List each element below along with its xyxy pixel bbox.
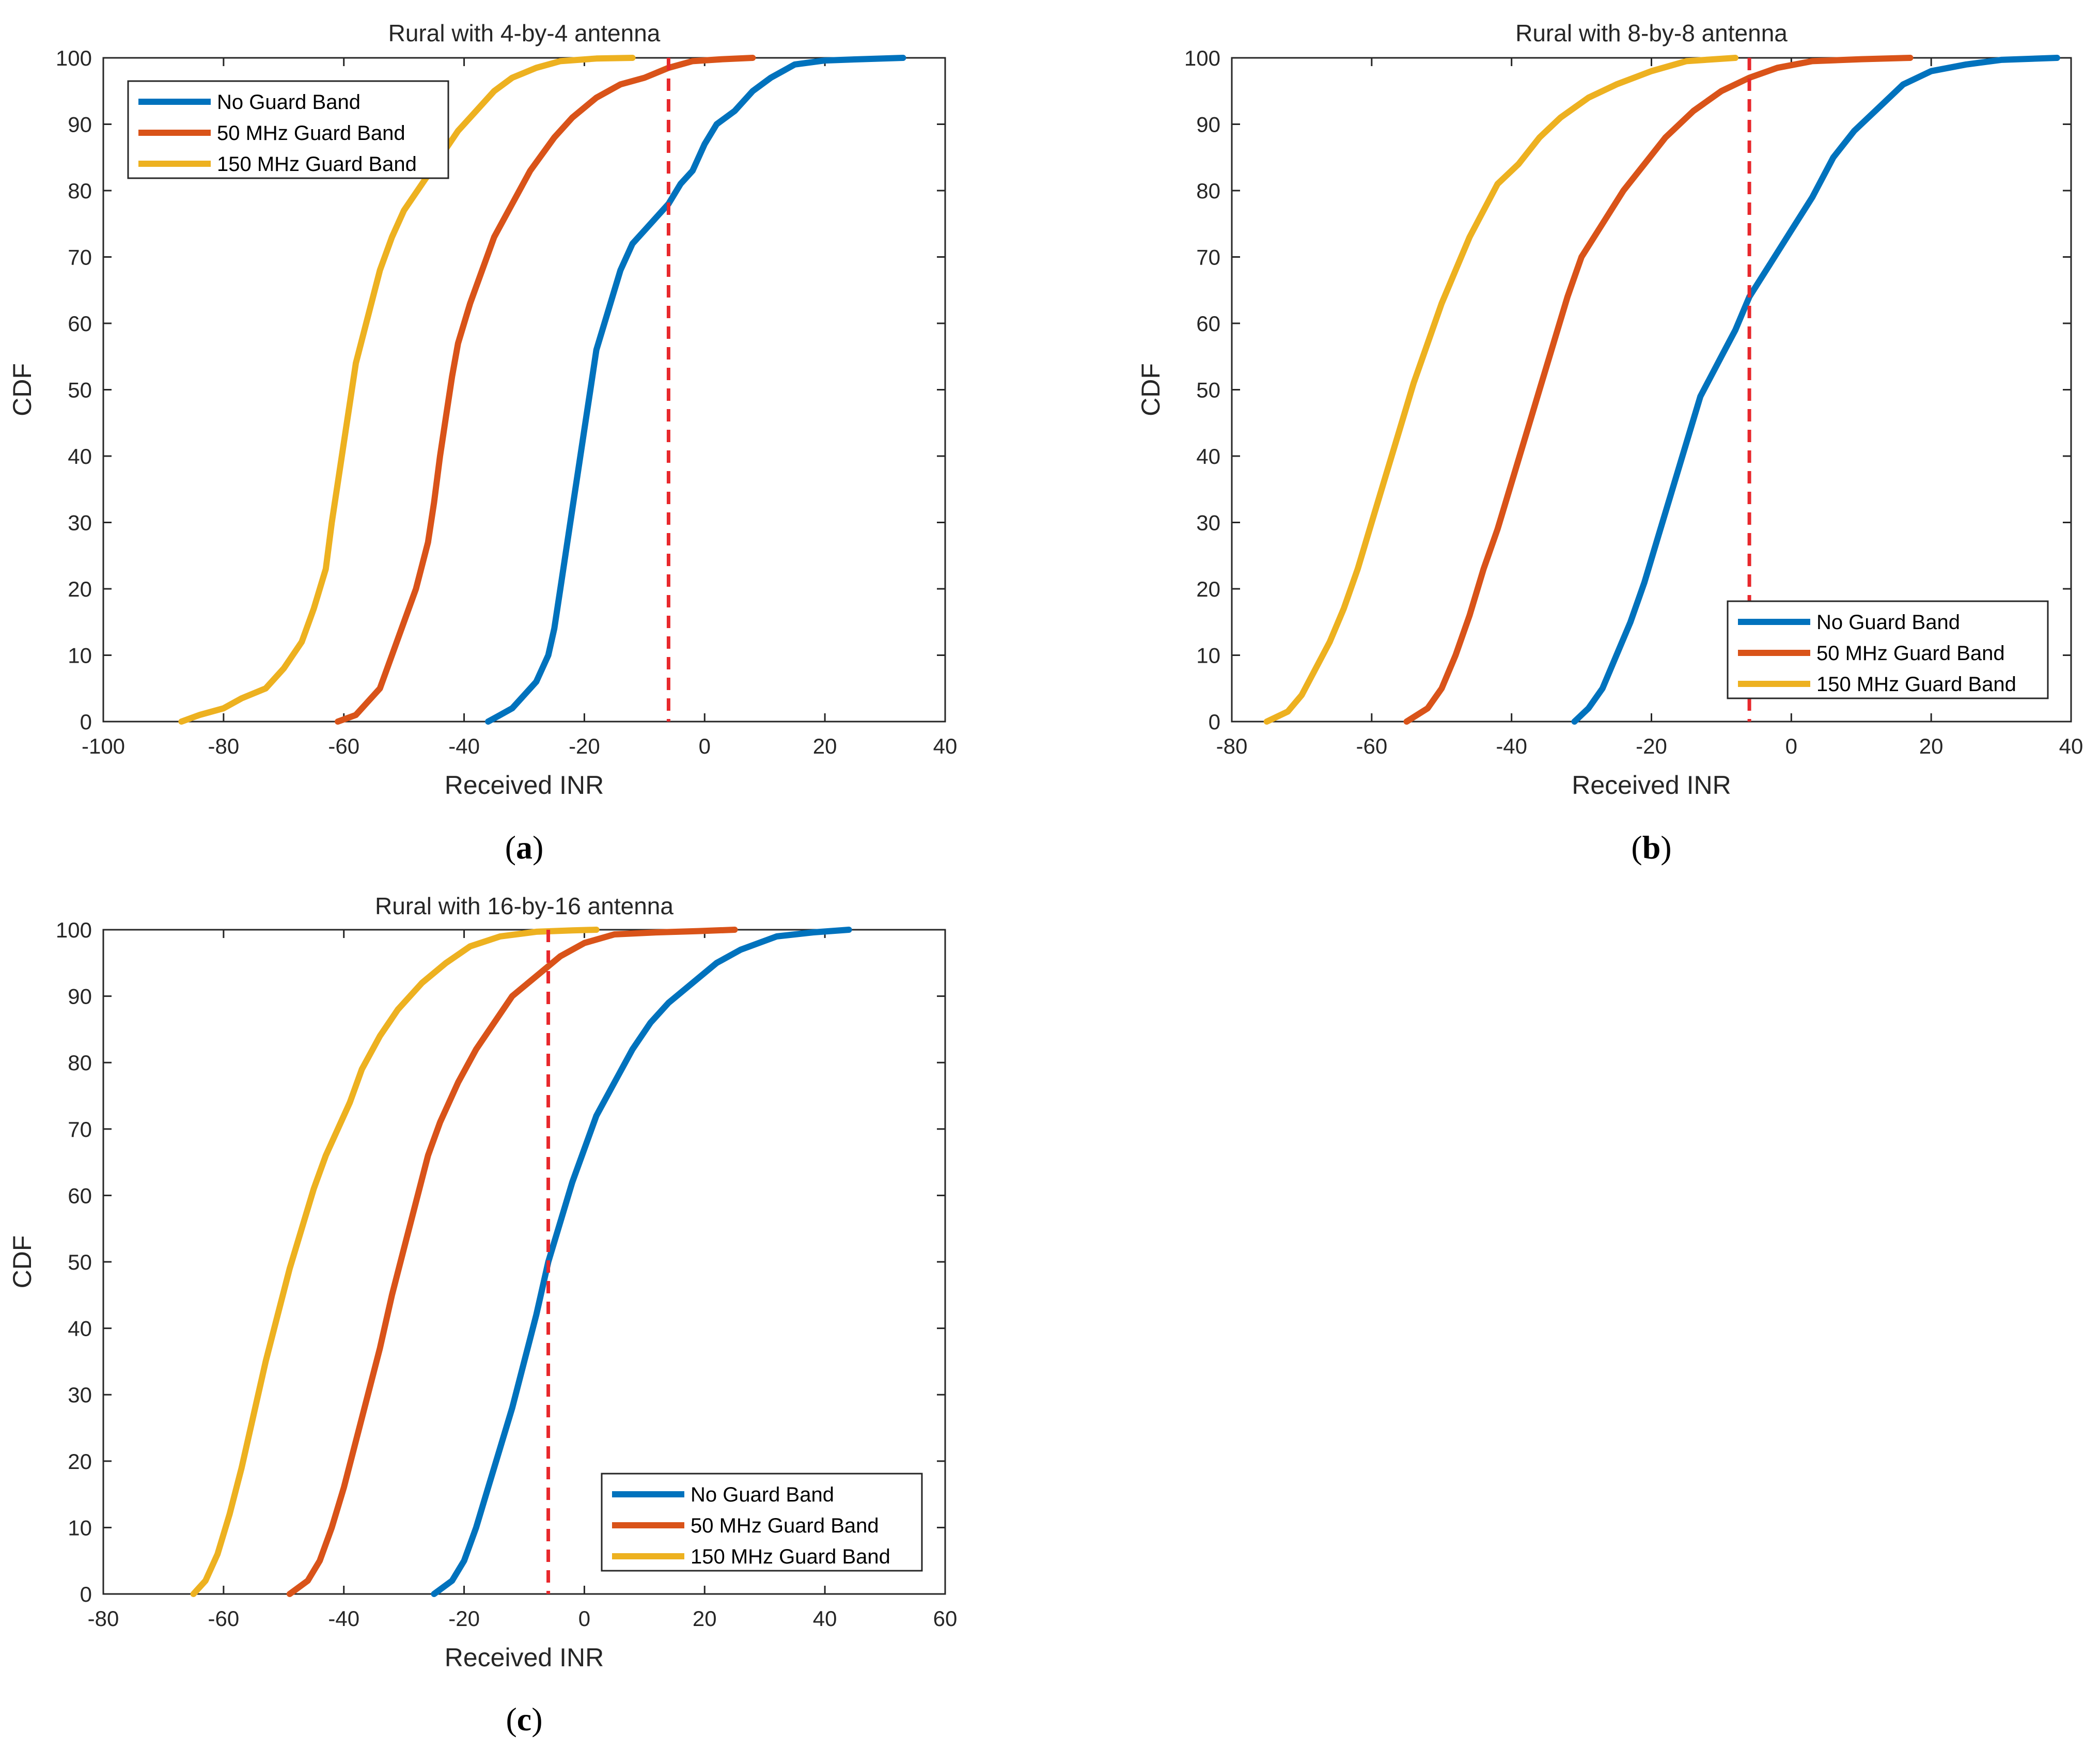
x-tick-label: 0 [1785, 734, 1797, 758]
x-tick-label: 40 [2059, 734, 2083, 758]
x-tick-label: -80 [88, 1606, 119, 1631]
y-tick-label: 70 [68, 245, 92, 270]
y-tick-label: 20 [1196, 577, 1220, 601]
legend-label: No Guard Band [1816, 611, 1960, 634]
x-tick-label: -40 [1496, 734, 1527, 758]
y-tick-label: 20 [68, 1449, 92, 1474]
y-axis-label: CDF [1136, 363, 1165, 416]
y-axis-label: CDF [8, 363, 37, 416]
y-tick-label: 70 [68, 1117, 92, 1142]
legend-label: 50 MHz Guard Band [691, 1514, 879, 1537]
x-tick-label: 60 [933, 1606, 958, 1631]
legend-label: 150 MHz Guard Band [1816, 673, 2016, 696]
y-tick-label: 40 [68, 1317, 92, 1341]
chart-title: Rural with 16-by-16 antenna [375, 893, 673, 919]
series-line-2 [178, 55, 636, 725]
x-axis-label: Received INR [445, 1643, 604, 1672]
y-tick-label: 90 [68, 113, 92, 137]
series-line-1 [335, 55, 756, 725]
x-tick-label: -60 [328, 734, 359, 758]
series-line-1 [286, 927, 738, 1597]
legend: No Guard Band 50 MHz Guard Band 150 MHz Gu… [127, 80, 449, 179]
legend: No Guard Band 50 MHz Guard Band 150 MHz Gu… [1727, 600, 2049, 699]
panel-caption: (b) [1631, 829, 1671, 866]
legend-label: 150 MHz Guard Band [217, 153, 417, 176]
y-tick-label: 50 [68, 1250, 92, 1274]
y-tick-label: 50 [68, 378, 92, 402]
y-tick-label: 80 [68, 1051, 92, 1075]
series-line-0 [485, 55, 906, 725]
panel-caption-letter: b [1642, 829, 1661, 866]
y-tick-label: 80 [68, 179, 92, 203]
y-tick-label: 80 [1196, 179, 1220, 203]
x-tick-label: -80 [208, 734, 240, 758]
legend-label: No Guard Band [217, 91, 361, 114]
y-tick-label: 60 [68, 311, 92, 336]
y-tick-label: 60 [1196, 311, 1220, 336]
chart-panel-a: Rural with 4-by-4 antenna -100 -80 -60 -40 -2… [8, 20, 957, 866]
y-tick-label: 10 [1196, 644, 1220, 668]
series-line-0 [431, 927, 852, 1597]
y-tick-label: 10 [68, 644, 92, 668]
y-tick-label: 60 [68, 1183, 92, 1208]
chart-panel-b: Rural with 8-by-8 antenna -80 -60 -40 -20 0 20… [1136, 20, 2083, 866]
y-tick-label: 30 [1196, 511, 1220, 535]
legend: No Guard Band 50 MHz Guard Band 150 MHz Gu… [601, 1473, 923, 1572]
x-tick-label: -40 [448, 734, 480, 758]
chart-title: Rural with 4-by-4 antenna [388, 20, 661, 46]
panel-caption-letter: c [517, 1701, 531, 1738]
y-tick-label: 0 [80, 1582, 92, 1606]
legend-label: No Guard Band [691, 1483, 834, 1506]
y-tick-label: 100 [56, 918, 92, 942]
panel-caption: (c) [506, 1701, 542, 1738]
y-tick-label: 70 [1196, 245, 1220, 270]
y-tick-label: 50 [1196, 378, 1220, 402]
y-tick-label: 40 [1196, 444, 1220, 468]
y-tick-label: 40 [68, 444, 92, 468]
x-axis-label: Received INR [445, 771, 604, 800]
legend-label: 50 MHz Guard Band [1816, 642, 2005, 665]
panel-caption: (a) [505, 829, 544, 866]
y-tick-label: 0 [1209, 710, 1220, 734]
y-tick-label: 10 [68, 1515, 92, 1540]
series-line-0 [1571, 55, 2060, 725]
y-tick-label: 100 [1184, 46, 1220, 70]
x-tick-label: -20 [569, 734, 600, 758]
y-tick-label: 100 [56, 46, 92, 70]
x-axis-label: Received INR [1572, 771, 1731, 800]
x-tick-label: -20 [1636, 734, 1667, 758]
y-tick-label: 20 [68, 577, 92, 601]
y-tick-label: 30 [68, 511, 92, 535]
x-tick-label: 20 [693, 1606, 717, 1631]
x-tick-label: -60 [208, 1606, 240, 1631]
legend-label: 50 MHz Guard Band [217, 122, 405, 145]
y-tick-label: 90 [1196, 113, 1220, 137]
x-tick-label: 0 [699, 734, 711, 758]
y-tick-label: 0 [80, 710, 92, 734]
x-tick-label: -60 [1356, 734, 1387, 758]
x-tick-label: 0 [578, 1606, 590, 1631]
y-axis-label: CDF [8, 1236, 37, 1289]
series-line-1 [1403, 55, 1914, 725]
x-tick-label: -80 [1216, 734, 1248, 758]
y-tick-label: 30 [68, 1383, 92, 1407]
x-tick-label: 20 [1919, 734, 1944, 758]
x-tick-label: -40 [328, 1606, 359, 1631]
legend-label: 150 MHz Guard Band [691, 1545, 890, 1568]
series-line-2 [1263, 55, 1738, 725]
x-tick-label: 40 [813, 1606, 837, 1631]
x-tick-label: -100 [82, 734, 125, 758]
chart-title: Rural with 8-by-8 antenna [1515, 20, 1788, 46]
panel-caption-letter: a [516, 829, 532, 866]
x-tick-label: -20 [448, 1606, 480, 1631]
x-tick-label: 20 [813, 734, 837, 758]
chart-panel-c: Rural with 16-by-16 antenna -80 -60 -40 -20 0… [8, 893, 957, 1738]
x-tick-label: 40 [933, 734, 958, 758]
y-tick-label: 90 [68, 984, 92, 1009]
series-line-2 [190, 927, 600, 1597]
